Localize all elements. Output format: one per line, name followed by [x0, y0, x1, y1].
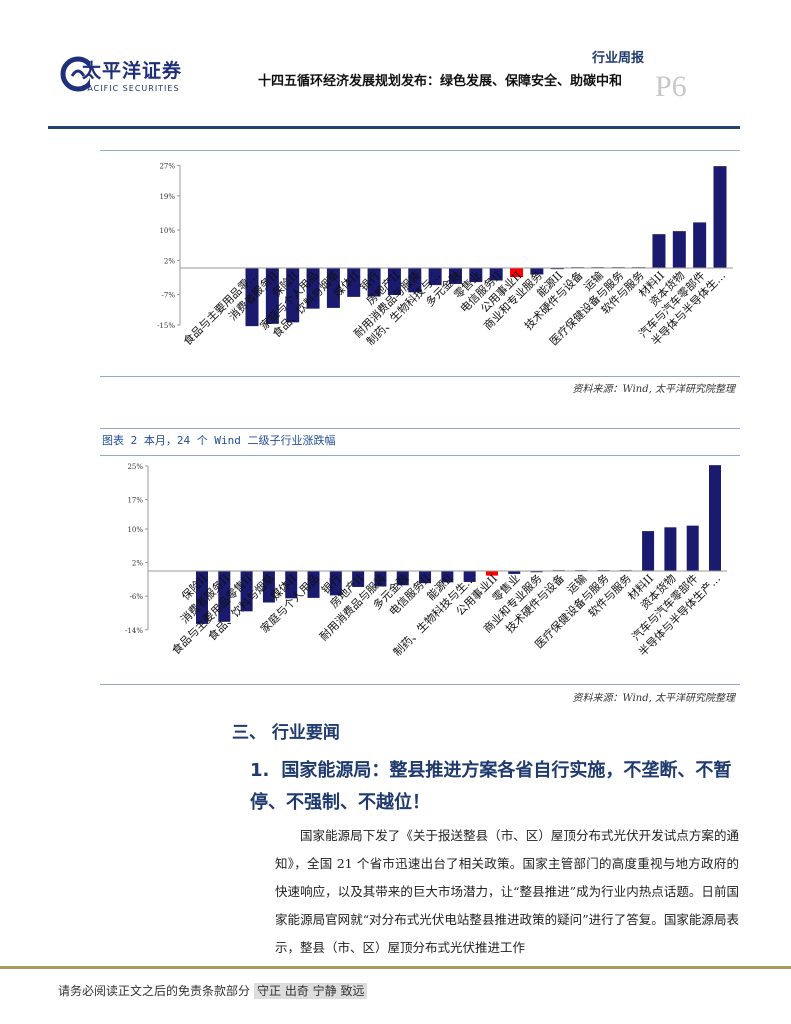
bar — [469, 268, 483, 283]
bar — [485, 571, 498, 576]
y-tick-label: -14% — [125, 627, 143, 635]
bar — [285, 571, 298, 599]
bar — [686, 525, 699, 571]
logo-name: 太平洋证券 — [82, 60, 183, 82]
news-number: 1. — [250, 760, 270, 781]
bar — [642, 531, 655, 571]
bar — [448, 268, 462, 284]
bar — [347, 268, 361, 297]
bar — [245, 268, 259, 327]
header-divider — [48, 126, 740, 129]
y-tick-label: 10% — [127, 526, 143, 534]
bar — [530, 268, 544, 275]
chart1: 27%19%10%2%-7%-15% 食品与主要用品零…消费者服务II保险II家庭… — [157, 162, 733, 348]
bar — [367, 268, 381, 297]
bar — [396, 571, 409, 586]
bar — [374, 571, 387, 587]
news-title: 国家能源局：整县推进方案各省自行实施，不垄断、不暂停、不强制、不越位！ — [250, 760, 732, 813]
bar — [664, 527, 677, 571]
news-body: 国家能源局下发了《关于报送整县（市、区）屋顶分布式光伏开发试点方案的通知》，全国… — [275, 828, 739, 955]
report-title: 十四五循环经济发展规划发布：绿色发展、保障安全、助碳中和 — [258, 74, 623, 89]
bar — [326, 268, 340, 308]
y-tick-label: -7% — [162, 292, 176, 300]
chart2-bottom-border — [100, 684, 740, 685]
bar — [652, 234, 666, 268]
bar — [530, 571, 543, 573]
chart2: 25%17%10%2%-6%-14%保险II消费者服务II食品与主要用品零售II… — [125, 463, 727, 659]
bar — [387, 268, 401, 295]
footer-disclaimer: 请务必阅读正文之后的免责条款部分 — [58, 984, 251, 998]
bar — [508, 571, 521, 574]
bar — [218, 571, 231, 622]
y-tick-label: 2% — [164, 257, 175, 265]
chart1-source: 资料来源：Wind, 太平洋研究院整理 — [572, 384, 736, 395]
bar — [672, 231, 686, 268]
page-number: P6 — [655, 70, 687, 103]
section-heading: 三、 行业要闻 — [232, 723, 340, 743]
bar — [510, 268, 524, 278]
y-tick-label: -15% — [157, 322, 175, 330]
bar — [441, 571, 454, 583]
bar — [550, 268, 564, 270]
bar — [262, 571, 275, 603]
chart2-title: 图表 2 本月，24 个 Wind 二级子行业涨跌幅 — [102, 434, 336, 447]
report-type: 行业周报 — [591, 51, 644, 66]
logo-icon — [50, 40, 90, 104]
y-tick-label: 25% — [127, 463, 143, 471]
bar — [307, 571, 320, 598]
bar — [306, 268, 320, 309]
logo-subtitle: PACIFIC SECURITIES — [82, 84, 180, 93]
bar — [463, 571, 476, 582]
y-tick-label: 19% — [159, 193, 175, 201]
footer-divider — [0, 966, 791, 969]
bar — [408, 268, 422, 293]
bar — [489, 268, 503, 281]
y-tick-label: 17% — [127, 497, 143, 505]
bar — [693, 222, 707, 268]
bar — [286, 268, 300, 323]
bar — [352, 571, 365, 587]
footer-motto: 守正 出奇 宁静 致远 — [254, 983, 368, 999]
chart2-source: 资料来源：Wind, 太平洋研究院整理 — [572, 693, 736, 704]
bar — [329, 571, 342, 596]
bar — [196, 571, 208, 624]
news-heading: 1. 国家能源局：整县推进方案各省自行实施，不垄断、不暂停、不强制、不越位！ — [250, 755, 740, 819]
y-tick-label: 10% — [159, 227, 175, 235]
chart2-title-divider — [100, 455, 740, 456]
bar — [265, 268, 279, 324]
y-tick-label: -6% — [130, 593, 144, 601]
bar — [419, 571, 432, 584]
bar — [709, 465, 721, 571]
bar — [428, 268, 442, 286]
chart2-top-border — [100, 428, 740, 429]
chart1-bottom-border — [100, 376, 740, 377]
chart1-top-border — [100, 150, 740, 151]
footer: 请务必阅读正文之后的免责条款部分 守正 出奇 宁静 致远 — [58, 982, 368, 999]
y-tick-label: 2% — [132, 560, 143, 568]
y-tick-label: 27% — [159, 162, 175, 170]
bar — [713, 166, 727, 268]
bar — [240, 571, 253, 612]
